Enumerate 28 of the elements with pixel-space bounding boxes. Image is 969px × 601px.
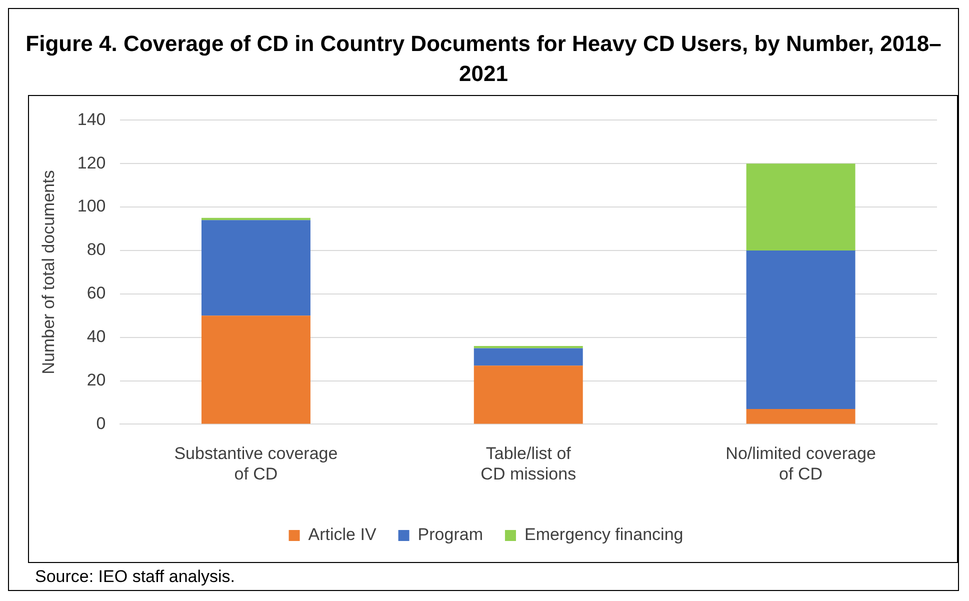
bar [201, 218, 310, 220]
bar [474, 366, 583, 424]
bar [474, 348, 583, 366]
bar [201, 220, 310, 316]
category-label: Table/list of [486, 444, 571, 464]
y-tick-label: 100 [77, 196, 106, 216]
source-note: Source: IEO staff analysis. [35, 567, 235, 587]
y-axis-title: Number of total documents [38, 170, 58, 374]
category-label: of CD [234, 464, 278, 484]
y-tick-label: 60 [86, 284, 106, 303]
category-label: of CD [779, 464, 823, 484]
category-label: No/limited coverage [726, 444, 876, 464]
category-label: Substantive coverage [174, 444, 338, 464]
y-tick-label: 40 [86, 327, 106, 346]
bar [746, 164, 856, 250]
legend-label: Emergency financing [524, 525, 684, 544]
bar [746, 250, 856, 409]
y-tick-label: 120 [77, 153, 106, 172]
bar [201, 316, 310, 424]
category-label: CD missions [480, 464, 576, 484]
bar [746, 409, 856, 424]
y-tick-label: 80 [86, 240, 106, 260]
y-tick-label: 20 [86, 370, 106, 390]
y-tick-label: 140 [77, 110, 106, 129]
legend-label: Article IV [308, 525, 377, 544]
chart-title: Figure 4. Coverage of CD in Country Documents for Heavy CD Users, by Number, 2018–2021 [24, 30, 942, 88]
y-tick-label: 0 [96, 414, 106, 433]
legend-label: Program [418, 525, 483, 544]
